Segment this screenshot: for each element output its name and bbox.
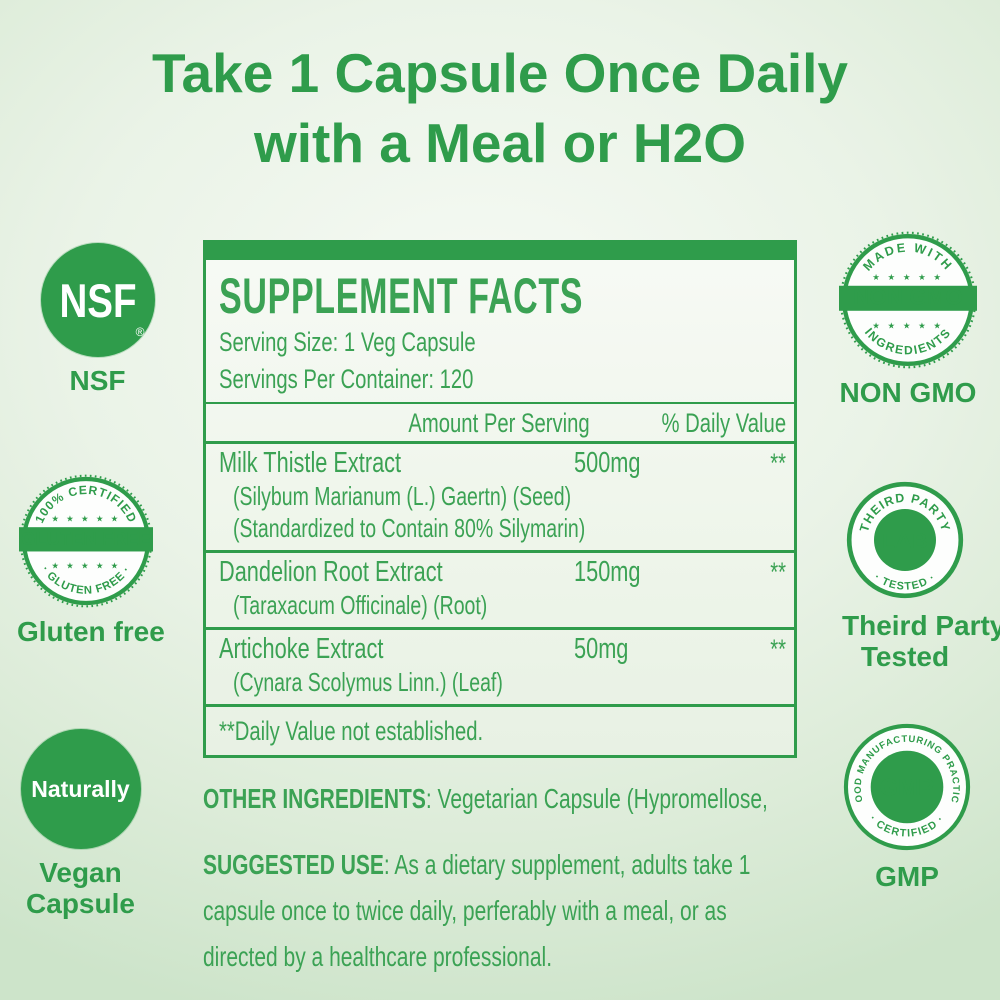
page-title: Take 1 Capsule Once Daily with a Meal or… [0, 38, 1000, 178]
ingredient-subtext: (Standardized to Contain 80% Silymarin) [233, 513, 586, 543]
other-ingredients: OTHER INGREDIENTS: Vegetarian Capsule (H… [203, 779, 768, 819]
other-ingredients-label: OTHER INGREDIENTS [203, 783, 426, 814]
page-title-line1: Take 1 Capsule Once Daily [152, 42, 848, 104]
third-party-label: Theird Party Tested [842, 610, 1000, 672]
stars-icon: ★ ★ ★ ★ ★ [872, 272, 943, 282]
nsf-circle-icon: NSF ® [40, 243, 155, 357]
badge-gluten-free: 100% CERTIFIED ★ ★ ★ ★ ★ GLUTEN FREE ★ ★… [17, 474, 165, 647]
gmp-stamp-icon: GOOD MANUFACTURING PRACTICE GMP · CERTIF… [841, 721, 971, 851]
ingredient-dv: ** [770, 448, 786, 478]
non-gmo-stamp-icon: MADE WITH ★ ★ ★ ★ ★ NON GMO ★ ★ ★ ★ ★ IN… [839, 231, 977, 369]
lab-center-text: LΔB [882, 528, 929, 553]
third-party-label-line1: Theird Party [842, 610, 1000, 641]
supplement-facts-panel: SUPPLEMENT FACTS Serving Size: 1 Veg Cap… [203, 240, 797, 758]
facts-top-bar [206, 243, 794, 260]
facts-heading-text: SUPPLEMENT FACTS [219, 268, 584, 324]
ingredient-dv: ** [770, 634, 786, 664]
badge-vegan-capsule: Naturally Vegan Capsule [18, 729, 143, 919]
column-header-amount: Amount Per Serving [408, 408, 590, 438]
ingredient-amount: 500mg [574, 447, 641, 479]
suggested-use: SUGGESTED USE: As a dietary supplement, … [203, 842, 796, 980]
gluten-free-banner-text: GLUTEN FREE [21, 528, 151, 549]
vegan-label: Vegan Capsule [18, 857, 143, 919]
ingredient-amount: 150mg [574, 556, 641, 588]
third-party-lab-stamp-icon: THEIRD PARTY LΔB · TESTED · [846, 481, 964, 599]
stars-icon: ★ ★ ★ ★ ★ [51, 561, 120, 571]
vegan-circle-text: Naturally [31, 775, 130, 802]
ingredient-row: Dandelion Root Extract 150mg ** (Taraxac… [206, 550, 794, 627]
page-title-line2: with a Meal or H2O [253, 112, 747, 174]
suggested-use-text: : As a dietary supplement, adults take 1… [203, 849, 751, 972]
other-ingredients-text: : Vegetarian Capsule (Hypromellose, [425, 783, 768, 814]
nsf-label: NSF [69, 365, 126, 396]
ingredient-subtext: (Silybum Marianum (L.) Gaertn) (Seed) [233, 481, 572, 511]
ingredient-name: Dandelion Root Extract [219, 556, 443, 588]
badge-gmp: GOOD MANUFACTURING PRACTICE GMP · CERTIF… [840, 721, 974, 892]
serving-size-text: Serving Size: 1 Veg Capsule [219, 327, 476, 357]
registered-mark-icon: ® [135, 325, 145, 339]
servings-per-container: Servings Per Container: 120 [219, 361, 782, 398]
gmp-center-text: GMP [880, 774, 935, 801]
stars-icon: ★ ★ ★ ★ ★ [872, 320, 943, 330]
facts-footnote: **Daily Value not established. [206, 704, 794, 755]
badge-nsf: NSF ® NSF [20, 243, 175, 396]
third-party-label-line2: Tested [860, 641, 950, 672]
facts-header-section: SUPPLEMENT FACTS Serving Size: 1 Veg Cap… [206, 260, 794, 402]
ingredient-amount: 50mg [574, 633, 629, 665]
ingredient-name: Milk Thistle Extract [219, 447, 402, 479]
non-gmo-label: NON GMO [839, 377, 977, 408]
facts-heading: SUPPLEMENT FACTS [219, 270, 782, 322]
nsf-circle-text: NSF [58, 273, 137, 327]
gluten-free-label: Gluten free [17, 616, 165, 647]
non-gmo-banner-text: NON GMO [853, 285, 963, 310]
gmp-label: GMP [875, 861, 939, 892]
stars-icon: ★ ★ ★ ★ ★ [51, 514, 120, 524]
ingredient-subtext: (Cynara Scolymus Linn.) (Leaf) [233, 667, 503, 697]
ingredient-row: Milk Thistle Extract 500mg ** (Silybum M… [206, 441, 794, 550]
vegan-circle-icon: Naturally [20, 729, 141, 849]
column-header-dv: % Daily Value [661, 408, 786, 438]
ingredient-row: Artichoke Extract 50mg ** (Cynara Scolym… [206, 627, 794, 704]
vegan-label-line2: Capsule [26, 888, 135, 919]
vegan-label-line1: Vegan [39, 857, 122, 888]
ingredient-dv: ** [770, 557, 786, 587]
serving-size: Serving Size: 1 Veg Capsule [219, 324, 782, 361]
servings-per-container-text: Servings Per Container: 120 [219, 364, 474, 394]
gluten-free-stamp-icon: 100% CERTIFIED ★ ★ ★ ★ ★ GLUTEN FREE ★ ★… [18, 474, 153, 608]
ingredient-name: Artichoke Extract [219, 633, 384, 665]
suggested-use-label: SUGGESTED USE [203, 849, 384, 880]
ingredient-subtext: (Taraxacum Officinale) (Root) [233, 590, 488, 620]
badge-non-gmo: MADE WITH ★ ★ ★ ★ ★ NON GMO ★ ★ ★ ★ ★ IN… [836, 231, 980, 408]
facts-column-header: Amount Per Serving % Daily Value [206, 402, 794, 441]
badge-third-party-tested: THEIRD PARTY LΔB · TESTED · Theird Party… [842, 478, 1000, 672]
